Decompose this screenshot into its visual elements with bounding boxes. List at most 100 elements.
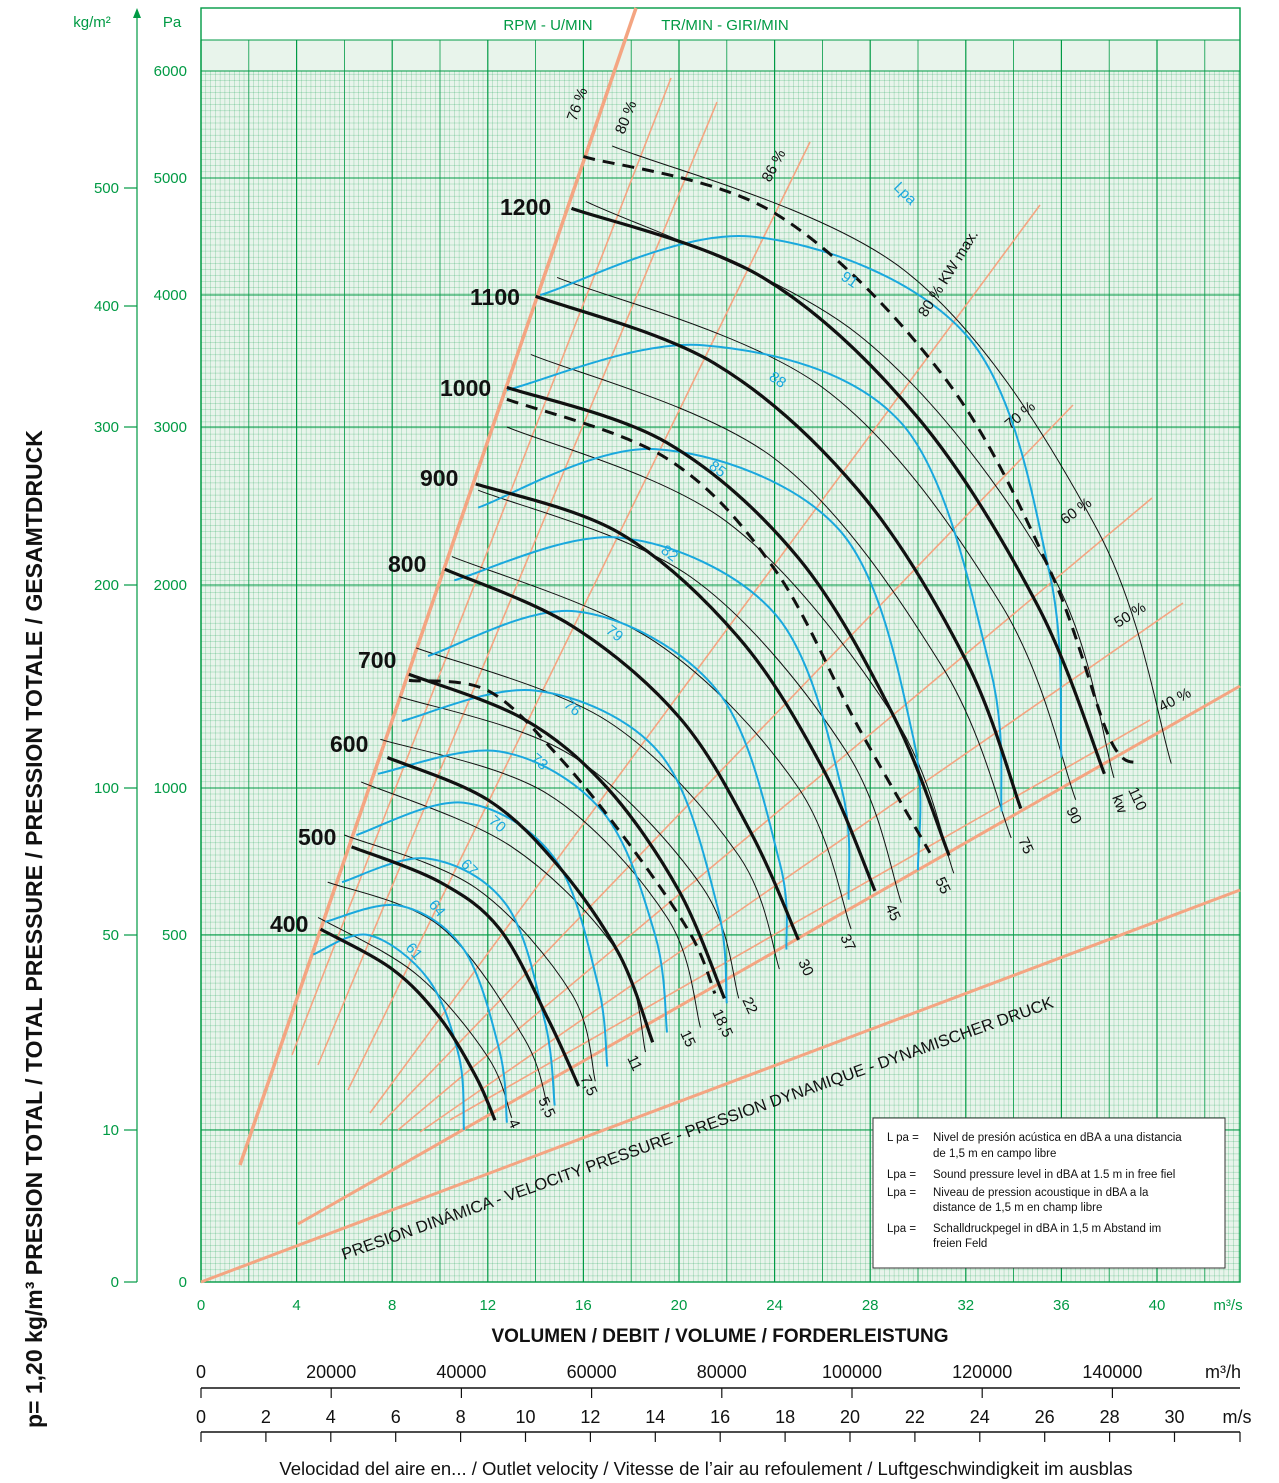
kw-curve xyxy=(327,881,548,1106)
legend-key: Lpa = xyxy=(887,1223,916,1235)
chart-labels: 40050060070080090010001100120045,57,5111… xyxy=(270,85,1226,1269)
kw-label: 55 xyxy=(931,875,953,897)
legend-text: Schalldruckpegel in dBA in 1,5 m Abstand… xyxy=(933,1223,1161,1235)
ms-tick-label: 22 xyxy=(905,1407,925,1427)
m3s-tick-label: 28 xyxy=(862,1297,879,1314)
legend-text: Niveau de pression acoustique in dBA a l… xyxy=(933,1187,1149,1199)
kgm2-tick-label: 0 xyxy=(111,1274,119,1291)
pa-tick-label: 2000 xyxy=(154,577,187,594)
kw-label: 15 xyxy=(676,1028,698,1050)
efficiency-line xyxy=(419,602,1184,1133)
kgm2-tick-label: 200 xyxy=(94,577,119,594)
kw-label: 11 xyxy=(623,1053,645,1074)
lpa-curve-67 xyxy=(341,857,556,1106)
m3h-tick-label: 40000 xyxy=(436,1362,486,1382)
m3s-tick-label: 24 xyxy=(766,1297,783,1314)
top-band xyxy=(201,8,1240,40)
trmin-top-label: TR/MIN - GIRI/MIN xyxy=(661,17,789,34)
lpa-curve-88 xyxy=(506,343,1003,812)
kgm2-tick-label: 10 xyxy=(102,1122,119,1139)
ms-tick-label: 20 xyxy=(840,1407,860,1427)
x-axis-title: VOLUMEN / DEBIT / VOLUME / FORDERLEISTUN… xyxy=(491,1326,948,1347)
ms-tick-label: 4 xyxy=(326,1407,336,1427)
rpm-curves xyxy=(319,206,1106,1121)
ms-tick-label: 8 xyxy=(456,1407,466,1427)
ms-tick-label: 12 xyxy=(580,1407,600,1427)
kw-curve xyxy=(556,276,1077,800)
efficiency-line xyxy=(379,404,1074,1126)
lpa-label: 82 xyxy=(658,542,682,566)
kw-label: 75 xyxy=(1014,835,1036,857)
lpa-curve-64 xyxy=(325,903,508,1123)
rpm-curve-800 xyxy=(444,567,800,941)
rpm-top-label: RPM - U/MIN xyxy=(503,17,592,34)
kw-label: 22 xyxy=(738,995,760,1017)
legend-key: Lpa = xyxy=(887,1169,916,1181)
max-kw-dashed-curve xyxy=(408,678,717,995)
lpa-label: 91 xyxy=(838,268,861,291)
velocity-axis-title: Velocidad del aire en... / Outlet veloci… xyxy=(279,1458,1132,1479)
rpm-label: 500 xyxy=(298,824,336,850)
ms-tick-label: 16 xyxy=(710,1407,730,1427)
lpa-curve-73 xyxy=(377,749,668,1033)
kw-label: 90 xyxy=(1062,805,1084,827)
legend-text: de 1,5 m en campo libre xyxy=(933,1148,1056,1160)
plot-background xyxy=(201,8,1240,1282)
kw-curve xyxy=(611,145,1172,764)
m3s-unit-label: m³/s xyxy=(1213,1297,1242,1314)
rpm-label: 700 xyxy=(358,647,396,673)
kgm2-unit-label: kg/m² xyxy=(73,14,111,31)
legend-key: L pa = xyxy=(887,1132,919,1144)
pa-tick-label: 0 xyxy=(179,1274,187,1291)
rpm-label: 800 xyxy=(388,551,426,577)
lpa-curves xyxy=(312,234,1063,1131)
surge-limit-line xyxy=(238,7,638,1166)
rpm-curve-1200 xyxy=(570,206,1106,775)
pa-tick-label: 500 xyxy=(162,927,187,944)
m3h-tick-label: 20000 xyxy=(306,1362,356,1382)
rpm-curve-1000 xyxy=(506,385,951,857)
pa-tick-label: 6000 xyxy=(154,63,187,80)
m3s-tick-label: 40 xyxy=(1149,1297,1166,1314)
kw-label: 30 xyxy=(794,957,816,979)
kw-curve xyxy=(317,916,513,1118)
m3s-tick-label: 12 xyxy=(479,1297,496,1314)
legend-text: freien Feld xyxy=(933,1238,987,1250)
m3h-tick-label: 80000 xyxy=(697,1362,747,1382)
ms-tick-label: 28 xyxy=(1100,1407,1120,1427)
rpm-label: 900 xyxy=(420,465,458,491)
efficiency-lines xyxy=(200,7,1241,1284)
kw-curve xyxy=(415,647,780,970)
m3s-tick-label: 8 xyxy=(388,1297,396,1314)
m3h-unit-label: m³/h xyxy=(1205,1362,1241,1382)
m3h-tick-label: 0 xyxy=(196,1362,206,1382)
kgm2-axis-arrow-icon xyxy=(133,8,141,18)
rpm-label: 400 xyxy=(270,911,308,937)
max-kw-dashed-curve xyxy=(506,397,932,854)
m3h-tick-label: 120000 xyxy=(952,1362,1012,1382)
chart-axes: 0105010020030040050005001000200030004000… xyxy=(94,8,1241,1442)
lpa-curve-82 xyxy=(454,536,851,900)
lpa-curve-91 xyxy=(540,234,1063,758)
kw-curve xyxy=(344,834,596,1082)
m3s-tick-label: 0 xyxy=(197,1297,205,1314)
ms-tick-label: 24 xyxy=(970,1407,990,1427)
efficiency-line xyxy=(449,719,1151,1121)
ms-tick-label: 6 xyxy=(391,1407,401,1427)
kgm2-tick-label: 100 xyxy=(94,780,119,797)
plot-frame xyxy=(200,7,1241,1283)
ms-unit-label: m/s xyxy=(1223,1407,1252,1427)
m3s-tick-label: 4 xyxy=(292,1297,300,1314)
m3s-tick-label: 36 xyxy=(1053,1297,1070,1314)
m3h-tick-label: 60000 xyxy=(567,1362,617,1382)
legend-box xyxy=(872,1117,1226,1269)
ms-tick-label: 0 xyxy=(196,1407,206,1427)
rpm-label: 1100 xyxy=(470,284,520,310)
ms-tick-label: 2 xyxy=(261,1407,271,1427)
kgm2-tick-label: 50 xyxy=(102,927,119,944)
pa-tick-label: 5000 xyxy=(154,170,187,187)
max-kw-curves xyxy=(408,155,1139,995)
kgm2-tick-label: 500 xyxy=(94,180,119,197)
lpa-curve-61 xyxy=(312,933,465,1131)
